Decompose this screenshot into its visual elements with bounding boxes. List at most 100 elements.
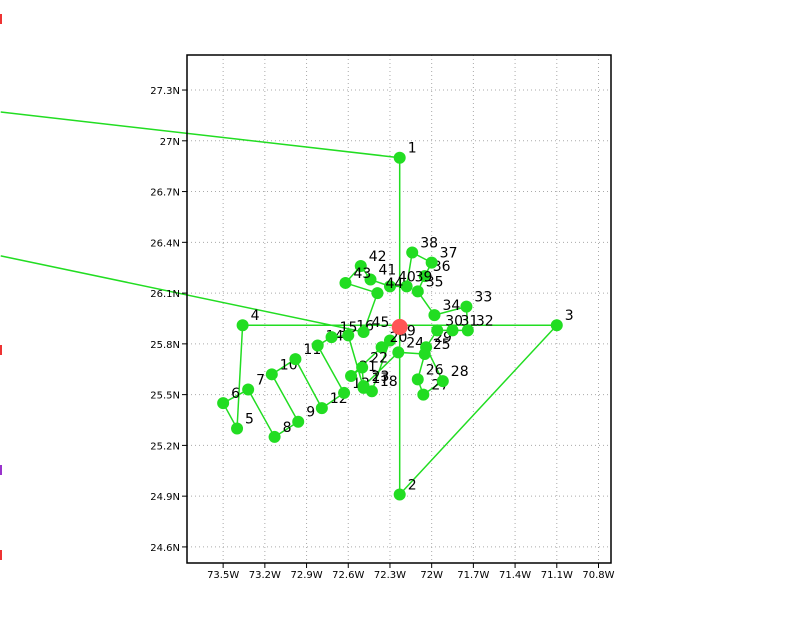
waypoint [231, 422, 244, 435]
y-tick-label: 24.6N [150, 543, 180, 554]
x-tick-label: 71.7W [457, 570, 489, 581]
waypoint [383, 280, 396, 293]
x-tick-label: 71.1W [541, 570, 573, 581]
waypoint-label: 8 [283, 420, 292, 436]
waypoint [461, 324, 474, 337]
y-tick-label: 26.7N [150, 188, 180, 199]
waypoint-label: 28 [451, 364, 469, 380]
waypoint-label: 39 [415, 269, 433, 285]
edge-mark [0, 345, 2, 355]
waypoint-label: 9 [306, 405, 315, 421]
waypoint [411, 285, 424, 298]
waypoint [375, 341, 388, 354]
waypoint [339, 276, 352, 289]
waypoint-label: 22 [370, 351, 388, 367]
x-tick-label: 72.9W [290, 570, 322, 581]
waypoint-label: 41 [379, 263, 397, 279]
y-tick-label: 26.4N [150, 238, 180, 249]
waypoint-label: 6 [231, 386, 240, 402]
waypoint [292, 415, 305, 428]
waypoint [268, 430, 281, 443]
waypoint [392, 346, 405, 359]
waypoint-label: 26 [426, 362, 444, 378]
waypoint-label: 24 [406, 335, 424, 351]
x-tick-label: 73.2W [249, 570, 281, 581]
edge-mark [0, 465, 2, 475]
waypoint [311, 339, 324, 352]
waypoint-label: 18 [380, 374, 398, 390]
waypoint [406, 246, 419, 259]
waypoint [342, 329, 355, 342]
waypoint [393, 488, 406, 501]
waypoint [436, 375, 449, 388]
x-tick-label: 73.5W [207, 570, 239, 581]
edge-mark [0, 550, 2, 560]
waypoint [383, 334, 396, 347]
x-tick-label: 72.6W [332, 570, 364, 581]
y-tick-label: 27N [160, 137, 180, 148]
waypoint [428, 309, 441, 322]
waypoint [446, 324, 459, 337]
waypoint [550, 319, 563, 332]
y-tick-label: 24.9N [150, 492, 180, 503]
y-tick-label: 26.1N [150, 289, 180, 300]
y-tick-label: 25.2N [150, 441, 180, 452]
waypoint [411, 373, 424, 386]
waypoint [325, 331, 338, 344]
waypoint [289, 353, 302, 366]
plot-frame [186, 54, 612, 564]
waypoint [425, 256, 438, 269]
waypoint-label: 1 [408, 141, 417, 157]
waypoint [400, 280, 413, 293]
waypoint-label: 23 [372, 369, 390, 385]
waypoint [265, 368, 278, 381]
current-position [391, 318, 408, 335]
waypoint-label: 32 [476, 313, 494, 329]
waypoint-label: 42 [369, 249, 387, 265]
waypoint-label: 20 [390, 330, 408, 346]
waypoint [242, 383, 255, 396]
waypoint [418, 270, 431, 283]
waypoint [357, 326, 370, 339]
y-tick-label: 25.5N [150, 391, 180, 402]
waypoint [420, 341, 433, 354]
waypoint [356, 361, 369, 374]
waypoint-label: 37 [440, 246, 458, 262]
waypoint [345, 370, 358, 383]
waypoint-label: 3 [565, 308, 574, 324]
waypoint-label: 34 [442, 298, 460, 314]
waypoint [354, 260, 367, 273]
track: 1234567891011121314151617181920212223242… [0, 111, 574, 501]
x-tick-label: 72.3W [374, 570, 406, 581]
y-tick-label: 27.3N [150, 86, 180, 97]
waypoint [393, 151, 406, 164]
waypoint [431, 324, 444, 337]
waypoint-label: 38 [420, 235, 438, 251]
x-tick-label: 72W [420, 570, 443, 581]
waypoint-label: 45 [372, 315, 390, 331]
y-tick-label: 25.8N [150, 340, 180, 351]
waypoint [417, 388, 430, 401]
waypoint-label: 40 [398, 269, 416, 285]
waypoint-label: 44 [385, 276, 403, 292]
waypoint-label: 33 [474, 290, 492, 306]
waypoint [236, 319, 249, 332]
waypoint-label: 5 [245, 411, 254, 427]
waypoint [357, 380, 370, 393]
waypoint [338, 386, 351, 399]
waypoint-label: 43 [353, 266, 371, 282]
waypoint-label: 4 [251, 308, 260, 324]
waypoint-label: 25 [433, 337, 451, 353]
waypoint [315, 402, 328, 415]
waypoint [217, 397, 230, 410]
waypoint [460, 300, 473, 313]
x-tick-label: 70.8W [582, 570, 614, 581]
edge-mark [0, 14, 2, 24]
x-tick-label: 71.4W [499, 570, 531, 581]
waypoint-label: 17 [372, 371, 390, 387]
waypoint [371, 287, 384, 300]
waypoint-label: 2 [408, 477, 417, 493]
waypoint-label: 7 [256, 373, 265, 389]
waypoint [364, 273, 377, 286]
